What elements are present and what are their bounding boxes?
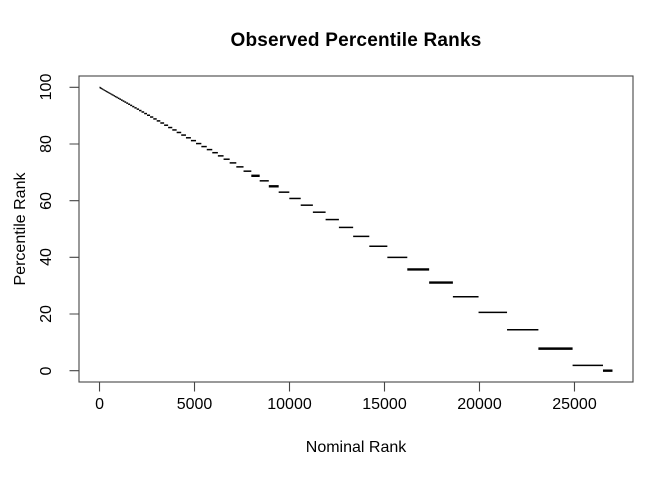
y-tick-label: 0 [38, 366, 55, 376]
x-axis-label: Nominal Rank [305, 439, 407, 456]
x-tick-label: 5000 [176, 396, 213, 413]
x-tick-label: 15000 [362, 396, 407, 413]
y-tick-label: 100 [38, 73, 55, 101]
y-axis-label: Percentile Rank [12, 172, 29, 286]
y-tick-label: 20 [38, 305, 55, 323]
y-tick-label: 60 [38, 191, 55, 210]
y-tick-label: 80 [38, 135, 55, 153]
y-tick-label: 40 [38, 248, 55, 267]
chart-title: Observed Percentile Ranks [230, 30, 482, 51]
x-tick-label: 10000 [267, 396, 312, 413]
x-tick-label: 20000 [457, 396, 502, 413]
x-tick-label: 25000 [552, 396, 597, 413]
x-tick-label: 0 [95, 396, 104, 413]
